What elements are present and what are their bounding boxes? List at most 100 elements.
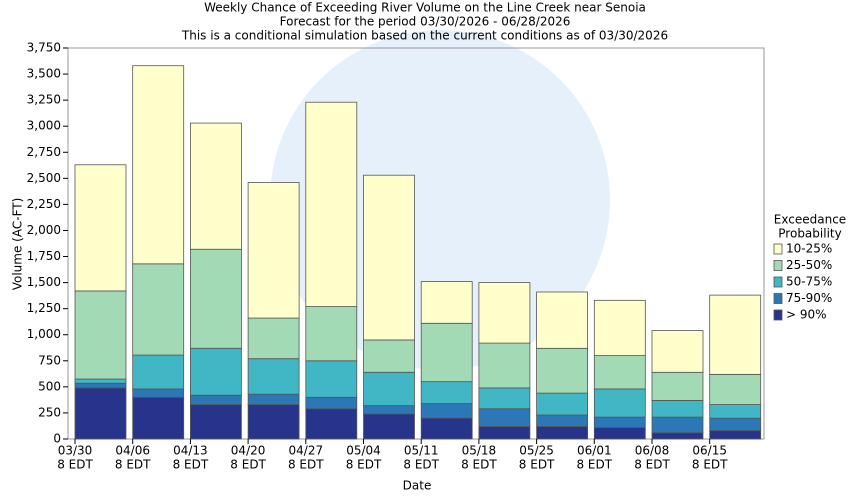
bar-segment [536,347,588,394]
y-axis-label: Volume (AC-FT) [11,198,25,291]
y-tick-label: 3,000 [27,119,61,133]
bar-segment [420,322,473,383]
bar-segment [132,65,185,265]
y-tick-label: 3,500 [27,67,61,81]
bar-segment [651,330,704,373]
bar-segment [132,388,185,398]
bar-segment [478,342,531,389]
x-tick-sublabel: 8 EDT [173,458,209,472]
y-tick-label: 2,000 [27,223,61,237]
bar-segment [132,354,185,390]
x-tick-label: 06/01 [577,444,612,458]
legend-label: 10-25% [786,242,832,256]
bar-segment [536,426,588,440]
x-tick-sublabel: 8 EDT [403,458,439,472]
bar-segment [132,263,185,356]
chart-title: Weekly Chance of Exceeding River Volume … [204,1,646,15]
bar-segment [305,306,358,362]
bar-segment [593,416,646,428]
x-tick-sublabel: 8 EDT [576,458,612,472]
bar-segment [189,248,242,349]
bar-segment [74,378,127,384]
x-tick-label: 04/13 [173,444,208,458]
bar-segment [189,347,242,396]
bar-segment [305,396,358,410]
y-tick-label: 2,250 [27,197,61,211]
x-tick-label: 04/20 [231,444,266,458]
bar-segment [74,382,127,389]
x-tick-label: 06/08 [635,444,670,458]
y-tick-label: 500 [38,379,61,393]
bar-segment [74,290,127,380]
bar-segment [363,405,415,415]
bar-segment [247,404,300,440]
bar-segment [593,355,646,390]
y-tick-label: 2,500 [27,171,61,185]
plot-area [67,47,765,440]
bar-segment [74,164,127,292]
bar-segment [74,387,127,440]
y-tick-label: 250 [38,405,61,419]
bar-segment [709,373,762,405]
x-tick-sublabel: 8 EDT [692,458,728,472]
bar-segment [420,417,473,440]
chart-subtitle: Forecast for the period 03/30/2026 - 06/… [280,15,571,29]
y-tick-label: 1,500 [27,275,61,289]
bar-segment [363,413,415,440]
bar-segment [651,371,704,401]
x-tick-label: 04/06 [115,444,150,458]
y-tick-label: 3,750 [27,41,61,55]
legend-title: Exceedance [774,213,846,227]
bar-segment [593,427,646,440]
x-tick-label: 03/30 [58,444,93,458]
bar-segment [478,408,531,427]
legend-label: > 90% [786,308,827,322]
x-tick-sublabel: 8 EDT [288,458,324,472]
x-tick-sublabel: 8 EDT [519,458,555,472]
bar-segment [709,294,762,375]
bar-segment [478,426,531,440]
x-axis-label: Date [403,479,432,493]
bar-segment [536,392,588,416]
y-tick-label: 2,750 [27,145,61,159]
x-tick-label: 05/25 [519,444,554,458]
x-tick-sublabel: 8 EDT [115,458,151,472]
bar-segment [189,394,242,405]
bar-segment [189,404,242,440]
bar-segment [305,408,358,440]
x-tick-sublabel: 8 EDT [461,458,497,472]
bar-segment [363,371,415,407]
y-tick-label: 750 [38,353,61,367]
y-tick-label: 1,250 [27,301,61,315]
bar-segment [247,317,300,360]
x-tick-sublabel: 8 EDT [346,458,382,472]
bar-segment [247,358,300,395]
bar-segment [478,387,531,410]
x-tick-sublabel: 8 EDT [57,458,93,472]
legend-label: 75-90% [786,291,832,305]
bar-segment [709,430,762,440]
bar-segment [709,417,762,432]
legend-swatch [773,309,783,321]
bar-segment [709,404,762,419]
bar-segment [651,432,704,440]
x-tick-sublabel: 8 EDT [634,458,670,472]
bar-segment [363,174,415,341]
bar-segment [247,182,300,319]
legend-swatch [773,293,783,304]
y-tick-label: 1,750 [27,249,61,263]
bar-segment [651,400,704,418]
bar-segment [420,381,473,404]
legend-label: 50-75% [786,275,832,289]
chart-note: This is a conditional simulation based o… [181,29,668,43]
bar-segment [593,299,646,356]
x-tick-label: 05/18 [462,444,497,458]
bar-segment [420,403,473,419]
bar-segment [363,339,415,373]
x-tick-sublabel: 8 EDT [230,458,266,472]
bar-segment [420,281,473,324]
bar-segment [247,393,300,405]
bar-segment [651,416,704,434]
x-tick-label: 04/27 [289,444,324,458]
